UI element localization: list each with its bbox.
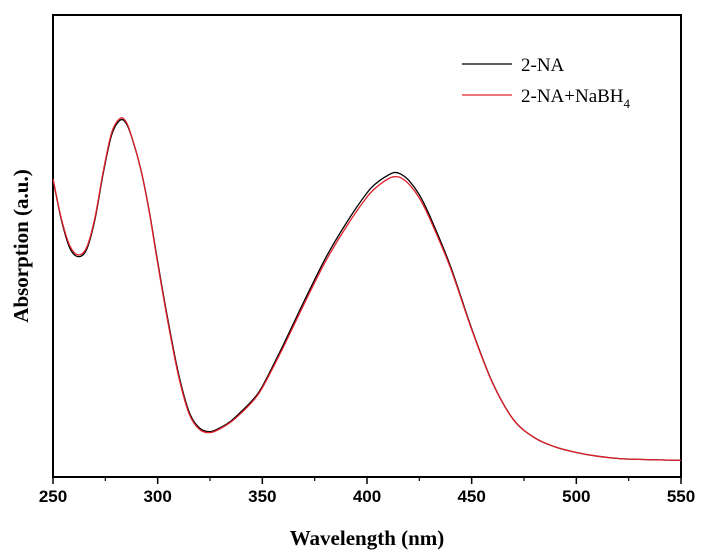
x-axis-label: Wavelength (nm): [290, 526, 445, 550]
x-tick-label: 550: [667, 487, 695, 506]
legend: 2-NA 2-NA+NaBH4: [462, 55, 631, 111]
x-tick-label: 350: [248, 487, 276, 506]
series-line-1: [52, 117, 682, 462]
x-tick-label: 500: [562, 487, 590, 506]
x-axis-ticks: 250 300 350 400 450 500 550: [39, 477, 695, 506]
series-layer: [52, 117, 682, 462]
y-axis-label: Absorption (a.u.): [9, 169, 33, 322]
x-tick-label: 300: [143, 487, 171, 506]
x-tick-label: 250: [39, 487, 67, 506]
x-tick-label: 400: [353, 487, 381, 506]
x-tick-label: 450: [457, 487, 485, 506]
legend-label-2-na: 2-NA: [521, 55, 565, 76]
plot-frame: [52, 14, 682, 478]
series-line-0: [52, 118, 682, 462]
legend-label-2-na-nabh4: 2-NA+NaBH4: [521, 86, 631, 111]
